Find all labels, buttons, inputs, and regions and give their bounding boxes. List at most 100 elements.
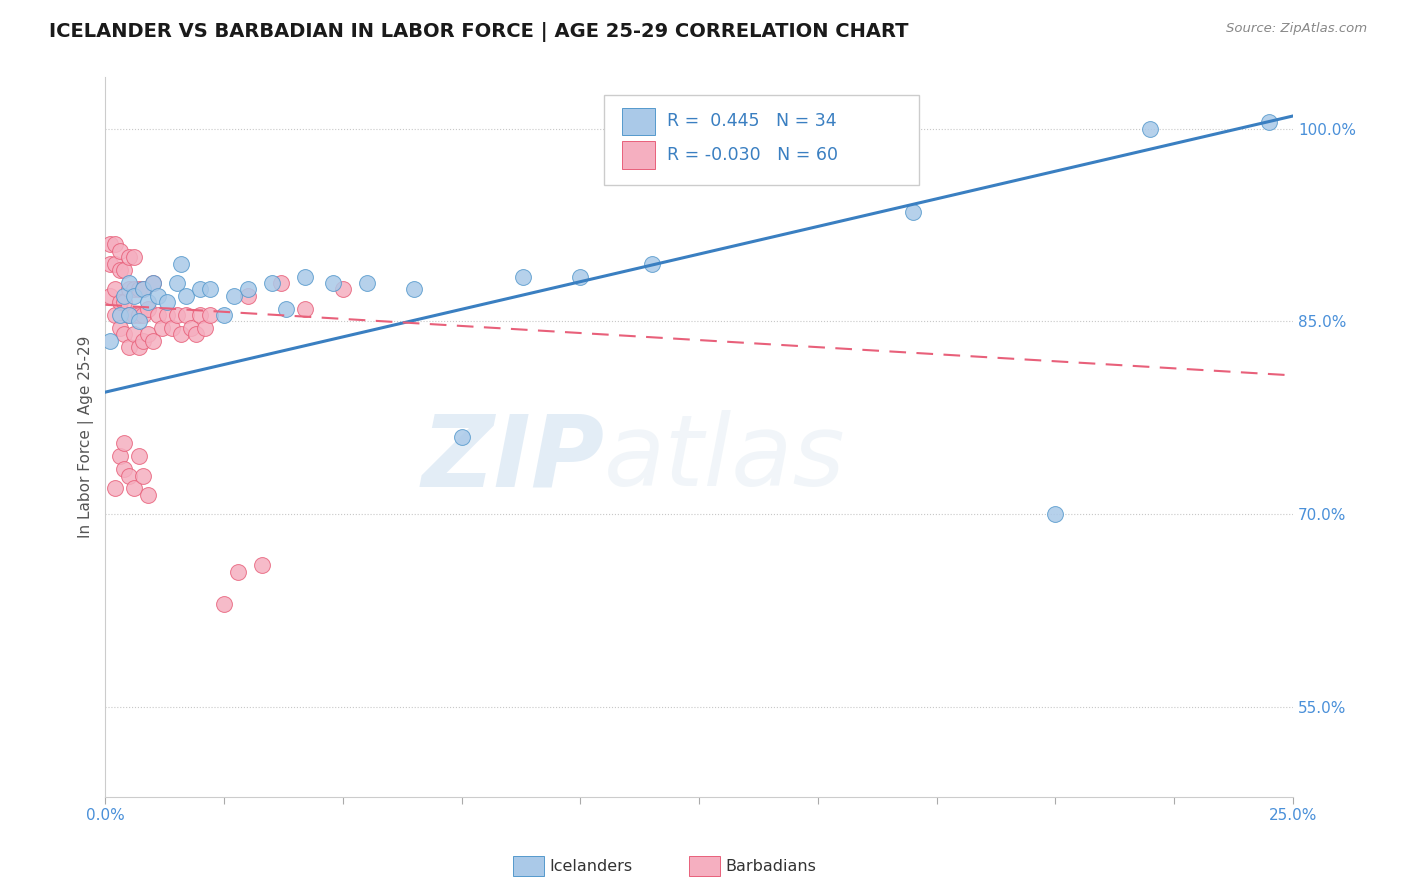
Point	[236, 282, 259, 296]
Point	[122, 250, 145, 264]
Point	[104, 257, 127, 271]
Point	[108, 308, 131, 322]
Point	[270, 276, 292, 290]
Point	[356, 276, 378, 290]
Point	[112, 436, 135, 450]
Point	[404, 282, 426, 296]
Point	[112, 263, 135, 277]
Point	[132, 308, 155, 322]
Point	[98, 257, 121, 271]
Text: ICELANDER VS BARBADIAN IN LABOR FORCE | AGE 25-29 CORRELATION CHART: ICELANDER VS BARBADIAN IN LABOR FORCE | …	[49, 22, 908, 42]
Text: Source: ZipAtlas.com: Source: ZipAtlas.com	[1226, 22, 1367, 36]
Text: ZIP: ZIP	[422, 410, 605, 508]
Point	[332, 282, 354, 296]
Point	[112, 462, 135, 476]
Point	[198, 308, 221, 322]
Point	[132, 282, 155, 296]
Point	[146, 308, 169, 322]
Point	[104, 282, 127, 296]
Point	[136, 301, 159, 316]
Point	[260, 276, 283, 290]
Point	[1258, 115, 1281, 129]
Point	[128, 308, 150, 322]
Point	[112, 295, 135, 310]
Point	[142, 334, 165, 348]
Point	[512, 269, 534, 284]
Point	[150, 321, 173, 335]
Point	[118, 282, 141, 296]
Y-axis label: In Labor Force | Age 25-29: In Labor Force | Age 25-29	[79, 336, 94, 538]
Point	[294, 301, 316, 316]
Point	[212, 597, 235, 611]
Point	[236, 289, 259, 303]
Point	[104, 482, 127, 496]
Point	[212, 308, 235, 322]
Point	[180, 321, 202, 335]
Point	[166, 308, 188, 322]
Point	[174, 308, 197, 322]
Point	[128, 314, 150, 328]
Text: R =  0.445   N = 34: R = 0.445 N = 34	[666, 112, 837, 130]
Point	[136, 327, 159, 342]
Point	[128, 340, 150, 354]
Point	[118, 340, 141, 354]
Point	[118, 250, 141, 264]
Point	[640, 257, 662, 271]
Point	[108, 295, 131, 310]
Point	[112, 327, 135, 342]
Point	[122, 482, 145, 496]
Point	[128, 282, 150, 296]
Point	[160, 321, 183, 335]
Point	[250, 558, 273, 573]
Point	[118, 276, 141, 290]
Point	[198, 282, 221, 296]
Point	[118, 308, 141, 322]
Point	[156, 295, 179, 310]
Point	[322, 276, 344, 290]
Point	[222, 289, 245, 303]
Point	[136, 488, 159, 502]
Point	[142, 276, 165, 290]
Point	[569, 269, 592, 284]
Point	[108, 450, 131, 464]
Text: Barbadians: Barbadians	[725, 859, 817, 873]
Point	[166, 276, 188, 290]
Point	[146, 289, 169, 303]
Point	[112, 289, 135, 303]
Point	[108, 321, 131, 335]
Point	[450, 430, 472, 444]
Point	[274, 301, 297, 316]
Point	[132, 468, 155, 483]
Point	[98, 289, 121, 303]
Point	[156, 308, 179, 322]
Point	[118, 468, 141, 483]
Point	[132, 282, 155, 296]
Point	[132, 334, 155, 348]
Point	[194, 321, 217, 335]
Point	[122, 308, 145, 322]
Point	[104, 308, 127, 322]
Point	[184, 327, 207, 342]
Point	[122, 289, 145, 303]
Bar	[621, 142, 655, 169]
FancyBboxPatch shape	[605, 95, 920, 186]
Point	[98, 334, 121, 348]
Text: Icelanders: Icelanders	[550, 859, 633, 873]
Point	[118, 308, 141, 322]
Point	[108, 244, 131, 258]
Point	[122, 282, 145, 296]
Point	[170, 257, 193, 271]
Point	[142, 276, 165, 290]
Point	[98, 237, 121, 252]
Point	[122, 327, 145, 342]
Point	[136, 295, 159, 310]
Point	[228, 565, 250, 579]
Point	[294, 269, 316, 284]
Point	[1139, 121, 1161, 136]
Point	[170, 327, 193, 342]
Bar	[621, 108, 655, 135]
Point	[108, 263, 131, 277]
Point	[190, 282, 212, 296]
Point	[174, 289, 197, 303]
Point	[1045, 507, 1067, 521]
